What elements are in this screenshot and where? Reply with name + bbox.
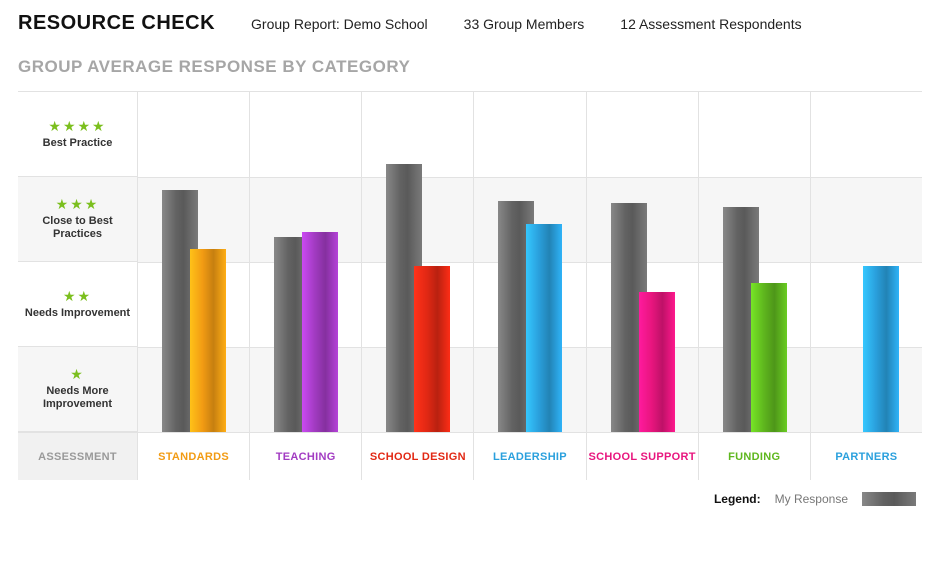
page-header: RESOURCE CHECK Group Report: Demo School… <box>18 12 922 35</box>
plot-area <box>138 92 922 432</box>
star-icon: ★★★★ <box>48 119 106 133</box>
level-label: Needs Improvement <box>25 307 130 320</box>
star-icon: ★★ <box>63 289 92 303</box>
legend-label: Legend: <box>714 492 761 506</box>
bar-group-average <box>526 224 562 432</box>
category-label: PARTNERS <box>811 433 922 480</box>
bar-group-average <box>863 266 899 432</box>
level-cell: ★★★ Close to Best Practices <box>18 177 137 262</box>
category-label: SCHOOL DESIGN <box>362 433 474 480</box>
bar-group-average <box>190 249 226 432</box>
bar-group-average <box>639 292 675 432</box>
bar-group-average <box>751 283 787 432</box>
star-icon: ★ <box>70 367 85 381</box>
category-label: STANDARDS <box>138 433 250 480</box>
level-cell: ★★★★ Best Practice <box>18 92 137 177</box>
y-axis-levels: ★★★★Best Practice★★★Close to Best Practi… <box>18 92 138 432</box>
category-column <box>250 92 362 432</box>
category-label: LEADERSHIP <box>474 433 586 480</box>
x-axis-labels: ASSESSMENTSTANDARDSTEACHINGSCHOOL DESIGN… <box>18 432 922 480</box>
page-title: RESOURCE CHECK <box>18 12 215 35</box>
report-name: Group Report: Demo School <box>251 16 428 32</box>
legend: Legend: My Response <box>18 480 922 506</box>
category-column <box>474 92 586 432</box>
bars-layer <box>138 92 922 432</box>
respondents: 12 Assessment Respondents <box>620 16 801 32</box>
group-members: 33 Group Members <box>464 16 585 32</box>
category-label: TEACHING <box>250 433 362 480</box>
section-subtitle: GROUP AVERAGE RESPONSE BY CATEGORY <box>18 57 922 77</box>
bar-group-average <box>302 232 338 432</box>
level-label: Close to Best Practices <box>24 215 131 240</box>
category-label: FUNDING <box>699 433 811 480</box>
assessment-label: ASSESSMENT <box>18 433 138 480</box>
level-label: Needs More Improvement <box>24 385 131 410</box>
level-cell: ★★ Needs Improvement <box>18 262 137 347</box>
chart: ★★★★Best Practice★★★Close to Best Practi… <box>18 91 922 480</box>
category-column <box>811 92 922 432</box>
legend-swatch <box>862 492 916 506</box>
bar-group-average <box>414 266 450 432</box>
star-icon: ★★★ <box>56 197 100 211</box>
category-label: SCHOOL SUPPORT <box>587 433 699 480</box>
legend-my-response: My Response <box>775 492 848 506</box>
category-column <box>699 92 811 432</box>
category-column <box>362 92 474 432</box>
category-column <box>138 92 250 432</box>
level-label: Best Practice <box>43 137 113 150</box>
category-column <box>587 92 699 432</box>
level-cell: ★ Needs More Improvement <box>18 347 137 432</box>
